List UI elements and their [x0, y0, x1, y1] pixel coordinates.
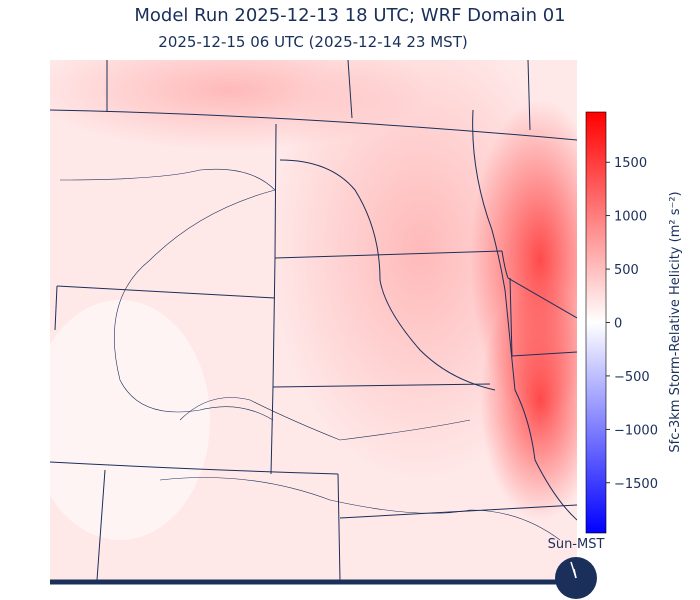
colorbar-tick-label: 1000 — [614, 210, 647, 225]
colorbar-tick-label: 1500 — [614, 156, 647, 171]
field-shade — [50, 300, 210, 540]
colorbar-tick-label: −1500 — [614, 477, 658, 492]
boundaries — [50, 60, 577, 580]
colorbar-tick-label: 500 — [614, 263, 639, 278]
map — [50, 60, 577, 580]
clock-hand — [573, 568, 577, 579]
subtitle: 2025-12-15 06 UTC (2025-12-14 23 MST) — [158, 33, 467, 51]
title: Model Run 2025-12-13 18 UTC; WRF Domain … — [134, 5, 565, 26]
colorbar — [585, 111, 607, 534]
colorbar-tick-label: 0 — [614, 317, 622, 332]
field-shade — [480, 280, 577, 520]
colorbar-label: Sfc-3km Storm-Relative Helicity (m² s⁻²) — [668, 191, 683, 452]
clock-label: Sun-MST — [548, 537, 605, 552]
colorbar-tick-label: −1000 — [614, 423, 658, 438]
colorbar-tick-label: −500 — [614, 370, 650, 385]
